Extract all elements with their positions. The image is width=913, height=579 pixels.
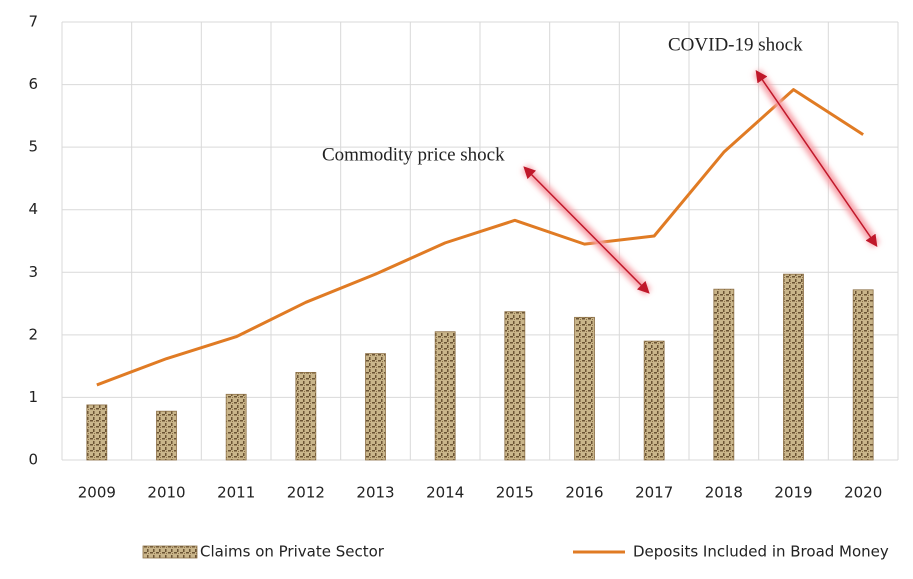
bar [365, 353, 386, 461]
legend-label: Claims on Private Sector [200, 543, 385, 561]
bar [434, 331, 456, 461]
y-tick-label: 1 [28, 388, 38, 406]
bar [504, 311, 526, 461]
line [96, 88, 864, 387]
bar [643, 340, 665, 461]
arrows [521, 69, 880, 296]
bar [574, 316, 595, 461]
y-tick-label: 4 [28, 200, 38, 218]
x-tick-label: 2012 [287, 484, 325, 502]
y-tick-label: 6 [28, 75, 38, 93]
bar [295, 371, 317, 461]
x-tick-label: 2019 [774, 484, 812, 502]
x-tick-label: 2010 [147, 484, 185, 502]
annotation: COVID-19 shock [668, 34, 803, 55]
legend-label: Deposits Included in Broad Money [633, 543, 889, 561]
annotation: Commodity price shock [322, 144, 505, 165]
y-tick-label: 3 [28, 263, 38, 281]
bar [852, 289, 874, 461]
y-tick-label: 2 [28, 325, 38, 343]
x-tick-label: 2014 [426, 484, 464, 502]
y-tick-label: 5 [28, 138, 38, 156]
y-tick-label: 7 [28, 13, 38, 31]
x-tick-label: 2017 [635, 484, 673, 502]
x-tick-label: 2009 [78, 484, 116, 502]
legend-swatch [142, 545, 198, 559]
bar [783, 273, 804, 461]
x-tick-label: 2015 [496, 484, 534, 502]
x-tick-label: 2020 [844, 484, 882, 502]
x-tick-label: 2018 [705, 484, 743, 502]
y-tick-label: 0 [28, 451, 38, 469]
x-tick-label: 2013 [356, 484, 394, 502]
bar [713, 288, 735, 461]
bar [225, 393, 247, 461]
bar [86, 404, 108, 461]
x-tick-label: 2016 [565, 484, 603, 502]
x-tick-label: 2011 [217, 484, 255, 502]
bar [156, 410, 177, 461]
